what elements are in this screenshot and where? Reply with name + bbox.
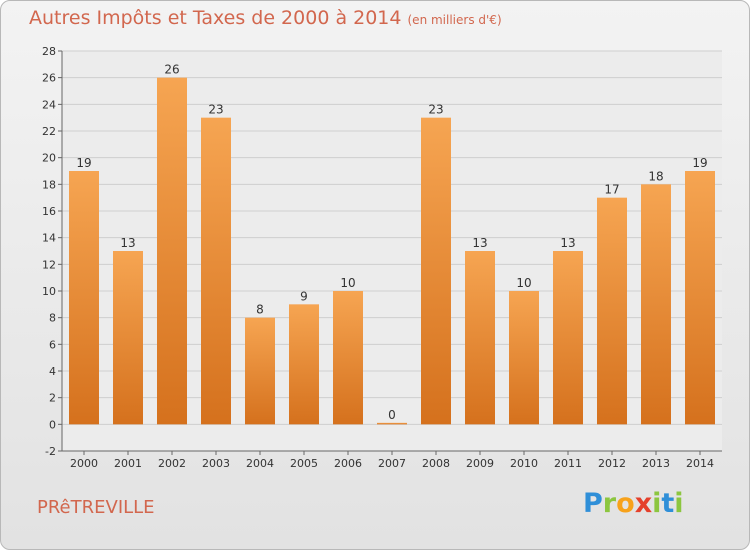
- data-label: 13: [560, 236, 575, 250]
- y-tick-label: -2: [45, 445, 56, 458]
- data-label: 19: [76, 156, 91, 170]
- chart-title: Autres Impôts et Taxes de 2000 à 2014 (en…: [29, 7, 502, 29]
- data-label: 10: [516, 276, 531, 290]
- bar: [201, 117, 231, 425]
- logo-letter: r: [602, 488, 617, 519]
- chart-subtitle: (en milliers d'€): [407, 13, 502, 27]
- title-text: Autres Impôts et Taxes de 2000 à 2014: [29, 7, 402, 29]
- bar: [421, 117, 451, 425]
- commune-name: PRêTREVILLE: [37, 497, 155, 518]
- bar: [69, 171, 99, 425]
- data-label: 13: [120, 236, 135, 250]
- data-label: 23: [208, 103, 223, 117]
- logo-letter: P: [583, 488, 603, 519]
- y-tick-label: 16: [42, 205, 56, 218]
- y-tick-label: 10: [42, 285, 56, 298]
- x-tick-label: 2009: [466, 457, 494, 470]
- x-tick-label: 2014: [686, 457, 714, 470]
- data-label: 17: [604, 183, 619, 197]
- y-tick-label: 12: [42, 258, 56, 271]
- y-tick-label: 22: [42, 125, 56, 138]
- x-tick-label: 2012: [598, 457, 626, 470]
- bar: [377, 422, 407, 425]
- x-tick-label: 2004: [246, 457, 274, 470]
- bar: [553, 251, 583, 425]
- data-label: 26: [164, 63, 179, 77]
- logo-letter: t: [661, 488, 675, 519]
- bar: [333, 291, 363, 425]
- bar: [597, 197, 627, 425]
- bar: [245, 317, 275, 425]
- logo-letter: i: [674, 488, 684, 519]
- data-label: 10: [340, 276, 355, 290]
- x-tick-label: 2007: [378, 457, 406, 470]
- bar: [465, 251, 495, 425]
- y-tick-label: 20: [42, 152, 56, 165]
- bar: [157, 77, 187, 425]
- y-tick-label: 8: [49, 312, 56, 325]
- x-tick-label: 2013: [642, 457, 670, 470]
- y-tick-label: 6: [49, 338, 56, 351]
- x-tick-label: 2001: [114, 457, 142, 470]
- x-tick-label: 2006: [334, 457, 362, 470]
- x-tick-label: 2002: [158, 457, 186, 470]
- data-label: 9: [300, 289, 308, 303]
- y-tick-label: 26: [42, 72, 56, 85]
- x-tick-label: 2008: [422, 457, 450, 470]
- bar: [509, 291, 539, 425]
- y-tick-label: 18: [42, 178, 56, 191]
- y-tick-label: 24: [42, 98, 56, 111]
- proxiti-logo[interactable]: Proxiti: [583, 488, 684, 519]
- data-label: 13: [472, 236, 487, 250]
- logo-letter: i: [652, 488, 662, 519]
- x-tick-label: 2005: [290, 457, 318, 470]
- bar: [641, 184, 671, 425]
- x-tick-label: 2000: [70, 457, 98, 470]
- data-label: 8: [256, 303, 264, 317]
- y-tick-label: 14: [42, 232, 56, 245]
- data-label: 19: [692, 156, 707, 170]
- bar: [685, 171, 715, 425]
- y-tick-label: 0: [49, 418, 56, 431]
- data-label: 18: [648, 169, 663, 183]
- x-tick-label: 2011: [554, 457, 582, 470]
- y-tick-label: 4: [49, 365, 56, 378]
- x-tick-label: 2003: [202, 457, 230, 470]
- data-label: 23: [428, 103, 443, 117]
- logo-letter: x: [634, 488, 653, 519]
- x-tick-label: 2010: [510, 457, 538, 470]
- y-tick-label: 28: [42, 45, 56, 58]
- y-tick-label: 2: [49, 392, 56, 405]
- data-label: 0: [388, 408, 396, 422]
- bar: [113, 251, 143, 425]
- logo-letter: o: [616, 488, 635, 519]
- bar: [289, 304, 319, 425]
